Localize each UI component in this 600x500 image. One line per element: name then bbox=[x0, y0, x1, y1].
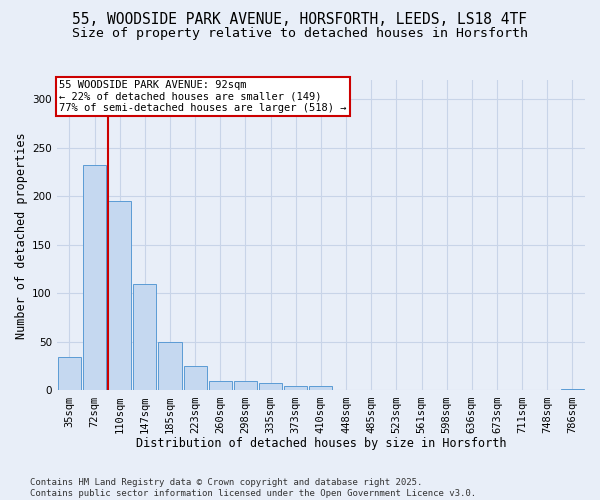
Y-axis label: Number of detached properties: Number of detached properties bbox=[15, 132, 28, 338]
Bar bbox=[310, 386, 332, 390]
Bar bbox=[284, 386, 307, 390]
Text: 55, WOODSIDE PARK AVENUE, HORSFORTH, LEEDS, LS18 4TF: 55, WOODSIDE PARK AVENUE, HORSFORTH, LEE… bbox=[73, 12, 527, 28]
Bar bbox=[133, 284, 157, 391]
Bar bbox=[259, 382, 282, 390]
X-axis label: Distribution of detached houses by size in Horsforth: Distribution of detached houses by size … bbox=[136, 437, 506, 450]
Bar bbox=[108, 202, 131, 390]
Bar bbox=[58, 356, 81, 390]
Bar bbox=[184, 366, 206, 390]
Bar bbox=[561, 388, 584, 390]
Text: Size of property relative to detached houses in Horsforth: Size of property relative to detached ho… bbox=[72, 28, 528, 40]
Bar bbox=[158, 342, 182, 390]
Bar bbox=[209, 381, 232, 390]
Bar bbox=[234, 381, 257, 390]
Text: Contains HM Land Registry data © Crown copyright and database right 2025.
Contai: Contains HM Land Registry data © Crown c… bbox=[30, 478, 476, 498]
Bar bbox=[83, 166, 106, 390]
Text: 55 WOODSIDE PARK AVENUE: 92sqm
← 22% of detached houses are smaller (149)
77% of: 55 WOODSIDE PARK AVENUE: 92sqm ← 22% of … bbox=[59, 80, 347, 113]
